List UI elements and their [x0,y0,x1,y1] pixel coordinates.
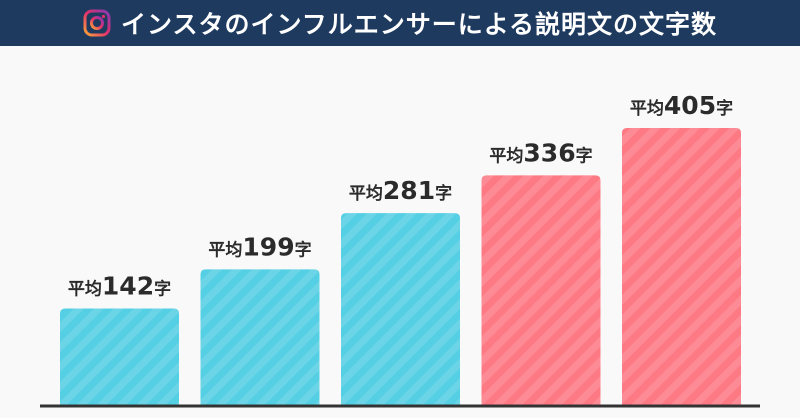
data-label-suffix: 字 [716,98,733,119]
bar-chart: 平均142字 平均199字 平均281字 平均336字 平均405字 [0,46,800,418]
data-label-value: 405 [664,91,716,120]
data-label-value: 281 [383,176,435,205]
data-label-prefix: 平均 [630,98,664,119]
data-label-2: 平均199字 [208,232,311,261]
data-label-prefix: 平均 [208,239,242,260]
bar-4-stripes [481,175,601,406]
data-label-prefix: 平均 [349,183,383,204]
data-label-5: 平均405字 [630,91,733,120]
instagram-icon [83,9,111,37]
chart-title: インスタのインフルエンサーによる説明文の文字数 [120,10,717,39]
bar-3-stripes [341,213,460,406]
bar-2-stripes [200,269,320,406]
data-label-suffix: 字 [435,183,452,204]
data-label-3: 平均281字 [349,176,452,205]
data-label-suffix: 字 [295,239,312,260]
data-label-suffix: 字 [576,145,593,166]
data-label-value: 199 [242,232,294,261]
data-label-prefix: 平均 [68,279,102,300]
bar-1-stripes [60,308,179,406]
data-label-suffix: 字 [154,279,171,300]
chart-header: インスタのインフルエンサーによる説明文の文字数 [0,0,800,46]
data-label-value: 336 [523,138,575,167]
bar-5-stripes [622,128,741,406]
data-label-4: 平均336字 [489,138,592,167]
data-label-prefix: 平均 [489,145,523,166]
data-label-value: 142 [102,272,154,301]
data-label-1: 平均142字 [68,272,171,301]
